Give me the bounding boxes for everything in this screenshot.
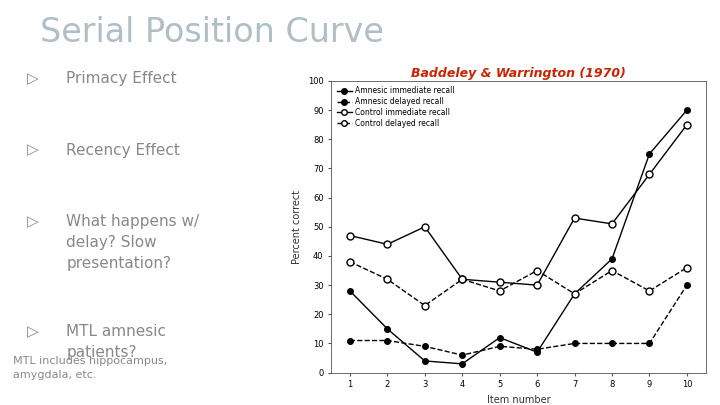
Text: MTL amnesic
patients?: MTL amnesic patients? bbox=[66, 324, 166, 360]
Text: ▷: ▷ bbox=[27, 214, 38, 229]
Text: ▷: ▷ bbox=[27, 71, 38, 86]
Title: Baddeley & Warrington (1970): Baddeley & Warrington (1970) bbox=[411, 67, 626, 80]
Text: MTL includes hippocampus,
amygdala, etc.: MTL includes hippocampus, amygdala, etc. bbox=[13, 356, 168, 380]
X-axis label: Item number: Item number bbox=[487, 395, 550, 405]
Y-axis label: Percent correct: Percent correct bbox=[292, 190, 302, 264]
Text: ▷: ▷ bbox=[27, 324, 38, 339]
Text: ▷: ▷ bbox=[27, 143, 38, 158]
Text: Primacy Effect: Primacy Effect bbox=[66, 71, 177, 86]
Text: Recency Effect: Recency Effect bbox=[66, 143, 180, 158]
Legend: Amnesic immediate recall, Amnesic delayed recall, Control immediate recall, Cont: Amnesic immediate recall, Amnesic delaye… bbox=[335, 85, 456, 130]
Text: What happens w/
delay? Slow
presentation?: What happens w/ delay? Slow presentation… bbox=[66, 214, 199, 271]
Text: Serial Position Curve: Serial Position Curve bbox=[40, 16, 384, 49]
